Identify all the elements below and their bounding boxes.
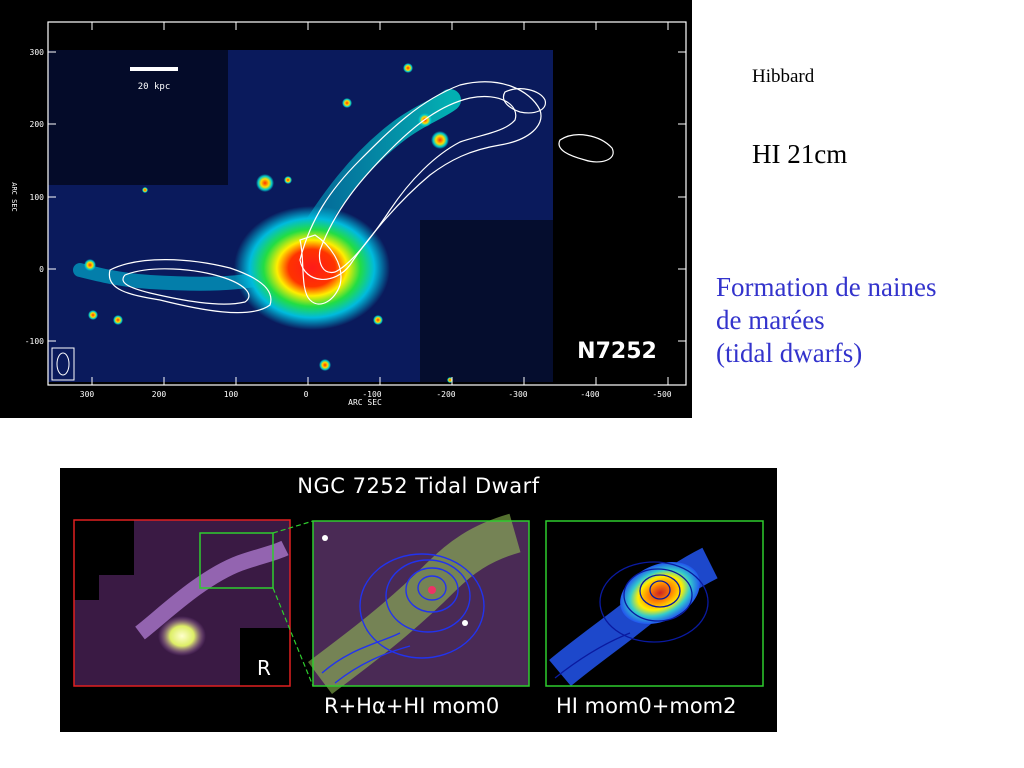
ngc7252-hi-map: 20 kpc 300 200 100 0 -100 -200 -300 -400…: [0, 0, 692, 418]
scale-bar: [130, 67, 178, 71]
x-tick-label: -500: [652, 390, 671, 399]
y-axis-label: ARC SEC: [10, 182, 18, 212]
right-panel-label: HI mom0+mom2: [556, 694, 737, 718]
y-tick-label: 300: [30, 48, 45, 57]
r-band-label: R: [257, 656, 271, 680]
y-tick-label: -100: [25, 337, 44, 346]
middle-panel-label: R+Hα+HI mom0: [324, 694, 500, 718]
object-name-label: N7252: [577, 339, 657, 364]
x-tick-label: -100: [362, 390, 381, 399]
tidal-dwarf-graphic: [73, 513, 764, 694]
caption: Formation de naines de marées (tidal dwa…: [716, 271, 936, 370]
caption-line: (tidal dwarfs): [716, 338, 863, 368]
hi-map-graphic: 20 kpc 300 200 100 0 -100 -200 -300 -400…: [10, 21, 687, 407]
x-tick-label: -300: [508, 390, 527, 399]
tidal-dwarf-figure: NGC 7252 Tidal Dwarf R R+Hα+HI mom0 HI m…: [60, 468, 777, 732]
caption-line: Formation de naines: [716, 272, 937, 302]
x-tick-label: 100: [224, 390, 239, 399]
x-axis-label: ARC SEC: [348, 398, 382, 407]
hi-contours: [108, 81, 614, 314]
caption-line: de marées: [716, 305, 825, 335]
y-tick-label: 100: [30, 193, 45, 202]
tidal-dwarf-title: NGC 7252 Tidal Dwarf: [297, 474, 540, 498]
x-tick-label: -400: [580, 390, 599, 399]
x-tick-label: 0: [304, 390, 309, 399]
x-tick-label: 300: [80, 390, 95, 399]
y-tick-label: 0: [39, 265, 44, 274]
scale-bar-label: 20 kpc: [138, 82, 171, 92]
x-tick-label: 200: [152, 390, 167, 399]
galaxy-core: [234, 206, 390, 330]
x-tick-label: -200: [436, 390, 455, 399]
y-tick-label: 200: [30, 120, 45, 129]
zoom-region-box: [199, 532, 274, 589]
author-label: Hibbard: [752, 66, 815, 87]
hi-21cm-label: HI 21cm: [752, 139, 848, 169]
axis-frame: [47, 21, 687, 386]
beam-box: [51, 347, 75, 381]
